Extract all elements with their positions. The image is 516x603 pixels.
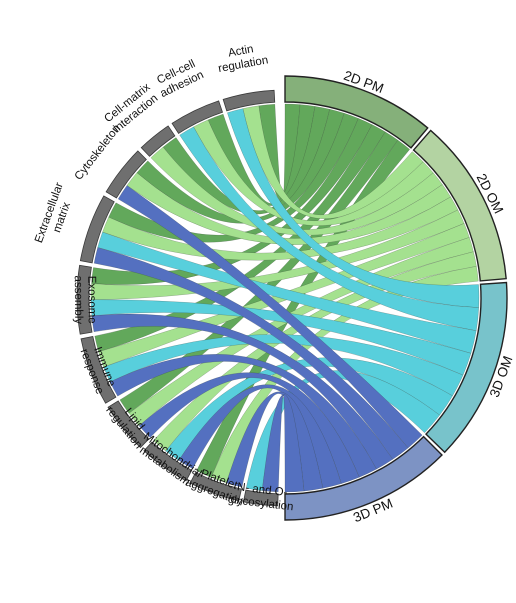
ribbon-3dpm-cytoskeleton: [117, 185, 423, 449]
category-label-line: assembly: [72, 275, 84, 324]
category-label-line: Actin: [227, 43, 254, 59]
ribbon-3dpm-glyco: [261, 394, 305, 493]
ribbon-3dpm-ecm: [93, 247, 409, 460]
group-arc-3dom: [425, 281, 508, 454]
group-arc-2dpm: [284, 75, 429, 149]
category-arc-ecm: [79, 195, 115, 264]
category-label-line: Exosome: [85, 276, 97, 324]
category-label-cytoskeleton: Cytoskeleton: [73, 123, 123, 183]
category-arc-exosome: [76, 264, 93, 335]
category-arc-immune: [80, 336, 117, 404]
category-arc-cytoskeleton: [105, 150, 147, 199]
category-arc-mito: [143, 441, 193, 482]
ribbon-3dom-cellcell: [179, 126, 479, 331]
category-arc-actin: [222, 89, 276, 112]
category-label-line: regulation: [217, 54, 269, 75]
group-arc-3dpm: [284, 435, 443, 521]
ribbon-3dom-actin: [227, 108, 480, 308]
ribbon-layer: [90, 103, 480, 493]
category-label-line: N- and O-: [236, 481, 288, 499]
category-arc-cellmatrix: [140, 125, 176, 157]
arc-layer: [76, 75, 508, 521]
category-arc-glyco: [242, 489, 279, 507]
category-arc-platelet: [189, 471, 242, 502]
category-label-line: Cytoskeleton: [73, 123, 123, 183]
category-arc-lipid: [107, 400, 150, 449]
category-arc-cellcell: [171, 100, 224, 134]
group-arc-2dom: [412, 129, 507, 282]
